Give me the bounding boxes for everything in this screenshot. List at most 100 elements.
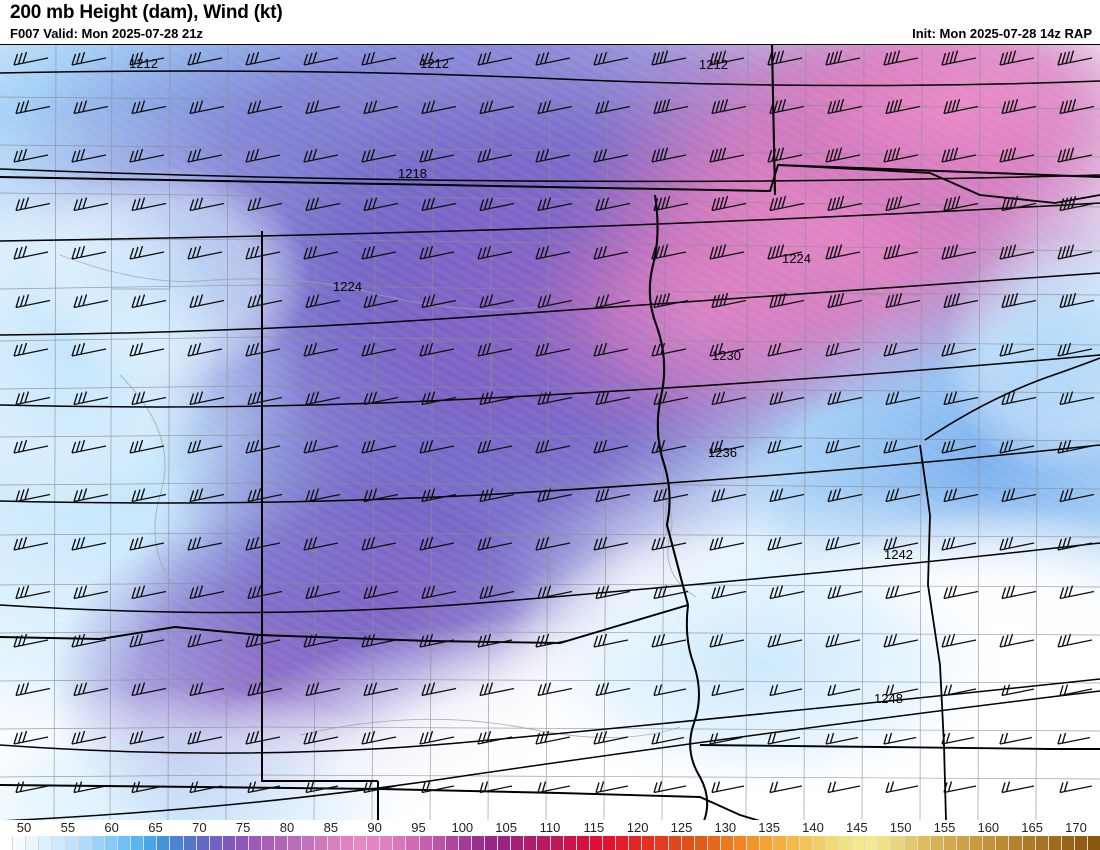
colorbar-swatch (39, 836, 53, 850)
colorbar-swatch (930, 836, 944, 850)
colorbar-swatch (668, 836, 682, 850)
colorbar-tick-label: 125 (670, 820, 693, 835)
contour-label: 1212 (420, 56, 449, 71)
contour-label: 1248 (874, 691, 903, 706)
contour-label: 1212 (129, 56, 158, 71)
colorbar-swatch (275, 836, 289, 850)
colorbar-swatch (721, 836, 735, 850)
colorbar-tick-label: 90 (367, 820, 382, 835)
init-time-label: Init: Mon 2025-07-28 14z RAP (912, 26, 1092, 41)
colorbar-swatch (878, 836, 892, 850)
colorbar-swatch (117, 836, 132, 850)
colorbar-tick-label: 85 (323, 820, 339, 835)
colorbar-swatch (1088, 836, 1100, 850)
colorbar-swatch (144, 836, 158, 850)
colorbar-swatch (1061, 836, 1075, 850)
contour-label: 1242 (884, 547, 913, 562)
colorbar-tick-labels: 50 55 60 65 70 75 80 85 90 95 100 105 110 115 120 125 13… (0, 820, 1100, 836)
contour-label: 1218 (398, 166, 427, 181)
county-boundaries (0, 45, 1100, 820)
colorbar-swatch (956, 836, 971, 850)
colorbar-swatch (222, 836, 236, 850)
colorbar-swatch (288, 836, 302, 850)
colorbar-swatch (131, 836, 145, 850)
colorbar-tick-label: 160 (977, 820, 1000, 835)
pivotal-weather-logo: piv tal weather (743, 813, 1093, 821)
colorbar-swatch (314, 836, 328, 850)
colorbar-swatch (91, 836, 105, 850)
colorbar-tick-label: 55 (60, 820, 76, 835)
colorbar-swatch (996, 836, 1010, 850)
colorbar-tick-label: 120 (626, 820, 649, 835)
colorbar-tick-label: 135 (758, 820, 781, 835)
colorbar-swatch (917, 836, 931, 850)
state-boundaries (0, 45, 1100, 820)
colorbar-tick-label: 170 (1065, 820, 1087, 835)
map-canvas[interactable]: 1212 1212 1212 1218 1224 1224 1230 1236 … (0, 44, 1100, 820)
colorbar-swatch (340, 836, 354, 850)
colorbar-tick-label: 110 (539, 820, 561, 835)
colorbar-swatch (655, 836, 669, 850)
colorbar-swatch (1009, 836, 1023, 850)
colorbar-swatch (419, 836, 433, 850)
colorbar-swatch (629, 836, 643, 850)
colorbar-swatch (603, 836, 617, 850)
contour-label: 1224 (333, 279, 362, 294)
colorbar-swatch (13, 836, 27, 850)
colorbar-swatch (393, 836, 407, 850)
colorbar-swatch (970, 836, 984, 850)
colorbar-swatch (839, 836, 853, 850)
colorbar-swatch (550, 836, 564, 850)
colorbar-swatch (891, 836, 905, 850)
colorbar-swatch (406, 836, 420, 850)
colorbar-swatches (0, 836, 1100, 850)
colorbar-swatch (104, 836, 118, 850)
colorbar-swatch (511, 836, 525, 850)
colorbar-tick-label: 155 (933, 820, 956, 835)
colorbar-tick-label: 100 (451, 820, 474, 835)
colorbar-swatch (799, 836, 813, 850)
colorbar-swatch (865, 836, 879, 850)
colorbar-swatch (52, 836, 66, 850)
colorbar-swatch (1035, 836, 1049, 850)
colorbar-swatch (170, 836, 184, 850)
colorbar-tick-label: 95 (411, 820, 426, 835)
colorbar-tick-label: 65 (148, 820, 163, 835)
valid-time-label: F007 Valid: Mon 2025-07-28 21z (10, 26, 203, 41)
colorbar-swatch (458, 836, 472, 850)
colorbar-swatch (235, 836, 250, 850)
colorbar-swatch (563, 836, 577, 850)
colorbar-swatch (249, 836, 263, 850)
map-svg: 1212 1212 1212 1218 1224 1224 1230 1236 … (0, 45, 1100, 820)
colorbar-swatch (1048, 836, 1062, 850)
colorbar-tick-label: 60 (104, 820, 119, 835)
colorbar-swatch (616, 836, 630, 850)
colorbar-swatch (301, 836, 315, 850)
colorbar-tick-label: 105 (495, 820, 518, 835)
colorbar-swatch (642, 836, 656, 850)
colorbar[interactable]: 50 55 60 65 70 75 80 85 90 95 100 105 110 115 120 125 13… (0, 820, 1100, 850)
logo-text-part2: tal weather (839, 817, 1093, 821)
colorbar-swatch (707, 836, 722, 850)
colorbar-swatch (773, 836, 787, 850)
logo-text-part1: piv (743, 817, 811, 821)
colorbar-swatch (576, 836, 590, 850)
colorbar-tick-label: 80 (279, 820, 295, 835)
colorbar-swatch (157, 836, 171, 850)
colorbar-swatch (1074, 836, 1089, 850)
colorbar-swatch (537, 836, 551, 850)
colorbar-swatch (367, 836, 381, 850)
colorbar-swatch (78, 836, 92, 850)
colorbar-swatch (1022, 836, 1036, 850)
colorbar-swatch (471, 836, 486, 850)
colorbar-swatch (445, 836, 459, 850)
colorbar-tick-label: 75 (235, 820, 251, 835)
colorbar-swatch (983, 836, 997, 850)
colorbar-swatch (327, 836, 341, 850)
colorbar-swatch (183, 836, 197, 850)
colorbar-swatch (904, 836, 918, 850)
colorbar-swatch (485, 836, 499, 850)
colorbar-swatch (760, 836, 774, 850)
colorbar-swatch (26, 836, 40, 850)
colorbar-tick-label: 140 (802, 820, 824, 835)
